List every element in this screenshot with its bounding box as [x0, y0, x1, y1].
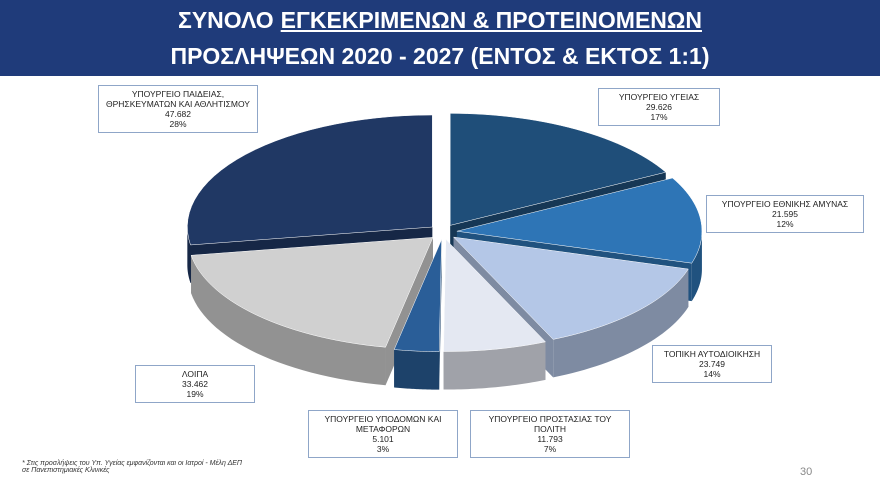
data-label: ΥΠΟΥΡΓΕΙΟ ΠΡΟΣΤΑΣΙΑΣ ΤΟΥ ΠΟΛΙΤΗ 11.793 7% [470, 410, 630, 458]
data-label: ΥΠΟΥΡΓΕΙΟ ΥΓΕΙΑΣ 29.626 17% [598, 88, 720, 126]
page-number: 30 [800, 466, 813, 478]
percentage-label: 7% [543, 444, 557, 454]
slice [393, 239, 442, 352]
slice-side [553, 269, 689, 378]
value-label: 5.101 [372, 434, 394, 444]
footnote: * Στις προσλήψεις του Υπ. Υγείας εμφανίζ… [22, 460, 243, 474]
slice-side [191, 255, 386, 386]
slice [449, 113, 667, 226]
slice [187, 114, 433, 246]
value-label: 23.749 [699, 359, 725, 369]
data-label: ΤΟΠΙΚΗ ΑΥΤΟΔΙΟΙΚΗΣΗ 23.749 14% [652, 345, 772, 383]
data-label: ΥΠΟΥΡΓΕΙΟ ΕΘΝΙΚΗΣ ΑΜΥΝΑΣ 21.595 12% [706, 195, 864, 233]
title-text: ΣΥΝΟΛΟ [178, 7, 274, 33]
category-label: ΥΠΟΥΡΓΕΙΟ ΠΑΙΔΕΙΑΣ, ΘΡΗΣΚΕΥΜΑΤΩΝ ΚΑΙ ΑΘΛ… [106, 89, 250, 109]
value-label: 33.462 [182, 379, 208, 389]
slice [452, 236, 689, 340]
slice [190, 237, 434, 348]
percentage-label: 14% [703, 369, 721, 379]
data-label: ΛΟΙΠΑ 33.462 19% [135, 365, 255, 403]
slice-side [691, 231, 702, 302]
category-label: ΥΠΟΥΡΓΕΙΟ ΠΡΟΣΤΑΣΙΑΣ ΤΟΥ ΠΟΛΙΤΗ [488, 414, 612, 434]
value-label: 21.595 [772, 209, 798, 219]
percentage-label: 19% [186, 389, 204, 399]
title-line: ΣΥΝΟΛΟ ΕΓΚΕΚΡΙΜΕΝΩΝ & ΠΡΟΤΕΙΝΟΜΕΝΩΝ [0, 4, 880, 36]
title-line: ΠΡΟΣΛΗΨΕΩΝ 2020 - 2027 (ΕΝΤΟΣ & ΕΚΤΟΣ 1:… [0, 40, 880, 72]
title-text: ΠΡΟΣΛΗΨΕΩΝ 2020 - 2027 (ΕΝΤΟΣ & ΕΚΤΟΣ 1:… [170, 43, 710, 69]
percentage-label: 12% [776, 219, 794, 229]
category-label: ΛΟΙΠΑ [181, 369, 209, 379]
value-label: 29.626 [646, 102, 672, 112]
percentage-label: 17% [650, 112, 668, 122]
header: ΣΥΝΟΛΟ ΕΓΚΕΚΡΙΜΕΝΩΝ & ΠΡΟΤΕΙΝΟΜΕΝΩΝ ΠΡΟΣΛΗ… [0, 0, 880, 76]
value-label: 47.682 [165, 109, 191, 119]
data-label: ΥΠΟΥΡΓΕΙΟ ΠΑΙΔΕΙΑΣ, ΘΡΗΣΚΕΥΜΑΤΩΝ ΚΑΙ ΑΘΛ… [98, 85, 258, 133]
slice-side [187, 227, 191, 283]
value-label: 11.793 [537, 434, 563, 444]
slice [443, 238, 546, 352]
data-label: ΥΠΟΥΡΓΕΙΟ ΥΠΟΔΟΜΩΝ ΚΑΙ ΜΕΤΑΦΟΡΩΝ 5.101 3% [308, 410, 458, 458]
category-label: ΥΠΟΥΡΓΕΙΟ ΕΘΝΙΚΗΣ ΑΜΥΝΑΣ [721, 199, 849, 209]
title-text: ΕΓΚΕΚΡΙΜΕΝΩΝ & ΠΡΟΤΕΙΝΟΜΕΝΩΝ [280, 7, 702, 33]
slice-side [443, 341, 546, 390]
slice [456, 177, 703, 264]
category-label: ΥΠΟΥΡΓΕΙΟ ΥΠΟΔΟΜΩΝ ΚΑΙ ΜΕΤΑΦΟΡΩΝ [324, 414, 442, 434]
percentage-label: 28% [169, 119, 187, 129]
percentage-label: 3% [376, 444, 390, 454]
category-label: ΤΟΠΙΚΗ ΑΥΤΟΔΙΟΙΚΗΣΗ [663, 349, 761, 359]
category-label: ΥΠΟΥΡΓΕΙΟ ΥΓΕΙΑΣ [618, 92, 700, 102]
slice-side [394, 349, 440, 390]
